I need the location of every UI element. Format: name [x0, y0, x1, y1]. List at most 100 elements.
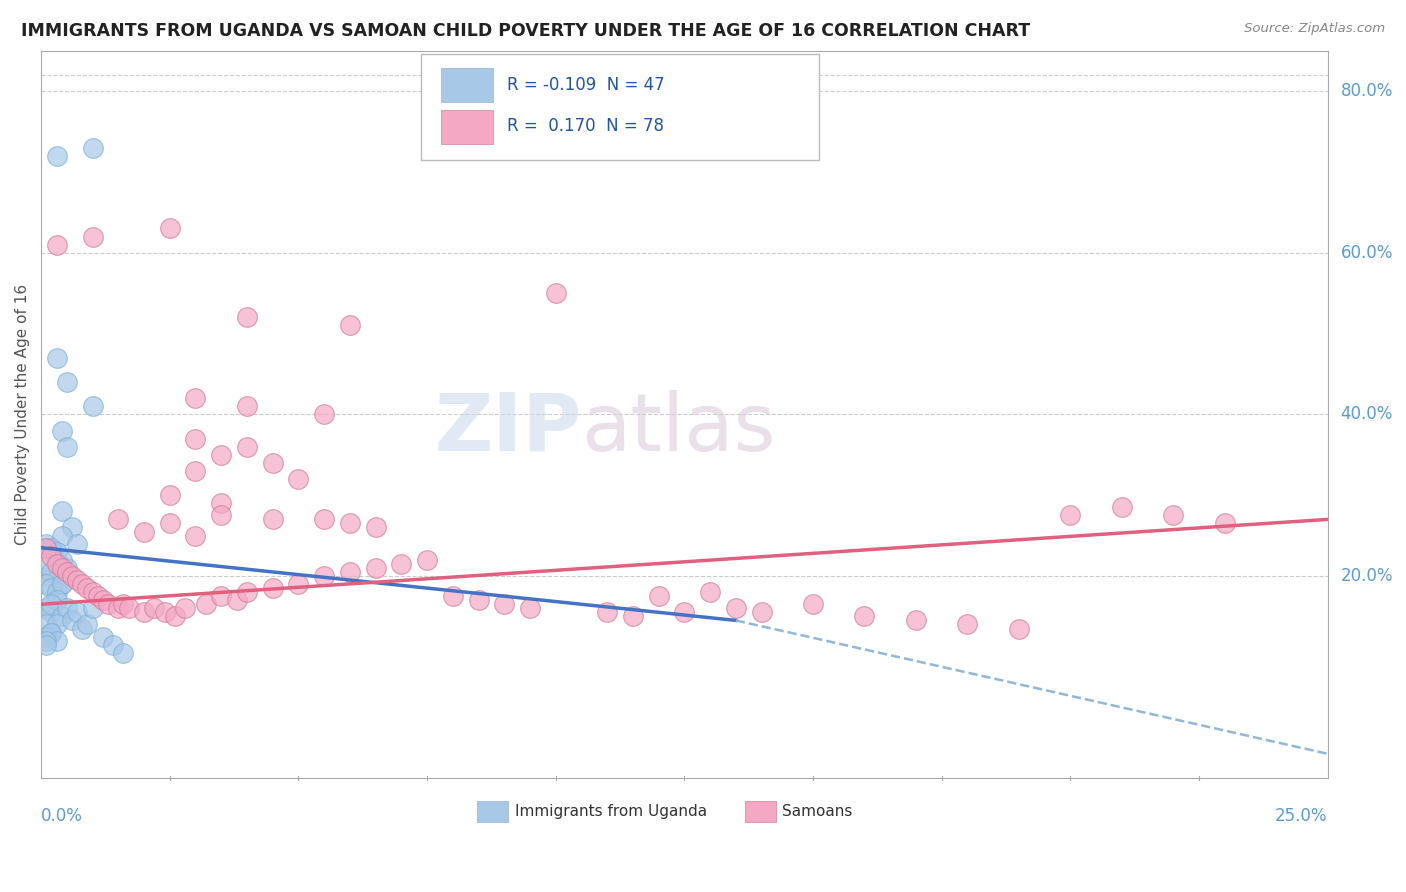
- Text: 20.0%: 20.0%: [1340, 567, 1393, 585]
- Text: 80.0%: 80.0%: [1340, 82, 1393, 100]
- Point: [673, 605, 696, 619]
- Point: [194, 597, 217, 611]
- Point: [236, 310, 259, 325]
- Point: [364, 561, 387, 575]
- Point: [159, 221, 181, 235]
- Point: [107, 512, 129, 526]
- Y-axis label: Child Poverty Under the Age of 16: Child Poverty Under the Age of 16: [15, 284, 30, 545]
- Point: [1213, 516, 1236, 531]
- Point: [1111, 500, 1133, 515]
- Point: [35, 601, 58, 615]
- Point: [314, 408, 336, 422]
- Point: [41, 625, 63, 640]
- Point: [132, 605, 155, 619]
- Point: [91, 593, 114, 607]
- Point: [35, 638, 58, 652]
- Text: ZIP: ZIP: [434, 390, 582, 468]
- Point: [112, 646, 135, 660]
- Point: [82, 141, 104, 155]
- Text: R = -0.109  N = 47: R = -0.109 N = 47: [506, 76, 665, 94]
- Text: 0.0%: 0.0%: [41, 807, 83, 825]
- FancyBboxPatch shape: [420, 54, 820, 160]
- Point: [184, 528, 207, 542]
- Point: [91, 630, 114, 644]
- Point: [904, 614, 927, 628]
- Point: [51, 504, 73, 518]
- Point: [209, 496, 232, 510]
- Point: [441, 589, 464, 603]
- Point: [35, 541, 58, 555]
- Point: [51, 609, 73, 624]
- Point: [45, 633, 67, 648]
- Text: Source: ZipAtlas.com: Source: ZipAtlas.com: [1244, 22, 1385, 36]
- Text: 40.0%: 40.0%: [1340, 405, 1393, 424]
- Point: [153, 605, 176, 619]
- Point: [76, 617, 98, 632]
- Point: [35, 633, 58, 648]
- Point: [544, 286, 567, 301]
- Point: [339, 318, 361, 333]
- Point: [45, 149, 67, 163]
- FancyBboxPatch shape: [441, 110, 492, 144]
- Point: [35, 557, 58, 571]
- Point: [287, 577, 309, 591]
- Point: [82, 229, 104, 244]
- Point: [107, 601, 129, 615]
- Point: [853, 609, 876, 624]
- Point: [35, 577, 58, 591]
- Point: [132, 524, 155, 539]
- Point: [72, 577, 94, 591]
- Point: [225, 593, 247, 607]
- Point: [51, 424, 73, 438]
- Point: [56, 375, 79, 389]
- FancyBboxPatch shape: [745, 800, 776, 822]
- Point: [467, 593, 489, 607]
- Point: [647, 589, 669, 603]
- Point: [159, 516, 181, 531]
- Text: 25.0%: 25.0%: [1275, 807, 1327, 825]
- Point: [45, 237, 67, 252]
- Point: [751, 605, 773, 619]
- FancyBboxPatch shape: [441, 68, 492, 103]
- Point: [209, 448, 232, 462]
- Point: [184, 391, 207, 405]
- Point: [51, 561, 73, 575]
- Point: [60, 520, 83, 534]
- Point: [159, 488, 181, 502]
- Point: [287, 472, 309, 486]
- Point: [41, 569, 63, 583]
- Point: [45, 593, 67, 607]
- Point: [101, 638, 124, 652]
- Point: [45, 557, 67, 571]
- Point: [117, 601, 139, 615]
- Point: [494, 597, 516, 611]
- FancyBboxPatch shape: [477, 800, 508, 822]
- Point: [262, 581, 284, 595]
- Point: [956, 617, 979, 632]
- Point: [262, 456, 284, 470]
- Point: [56, 565, 79, 579]
- Point: [1008, 622, 1031, 636]
- Point: [314, 512, 336, 526]
- Point: [45, 553, 67, 567]
- Point: [416, 553, 439, 567]
- Text: atlas: atlas: [582, 390, 776, 468]
- Point: [41, 597, 63, 611]
- Point: [236, 585, 259, 599]
- Point: [621, 609, 644, 624]
- Point: [1059, 508, 1081, 523]
- Point: [60, 569, 83, 583]
- Point: [174, 601, 197, 615]
- Point: [1161, 508, 1184, 523]
- Point: [56, 601, 79, 615]
- Point: [143, 601, 166, 615]
- Point: [389, 557, 412, 571]
- Point: [41, 625, 63, 640]
- Text: IMMIGRANTS FROM UGANDA VS SAMOAN CHILD POVERTY UNDER THE AGE OF 16 CORRELATION C: IMMIGRANTS FROM UGANDA VS SAMOAN CHILD P…: [21, 22, 1031, 40]
- Text: R =  0.170  N = 78: R = 0.170 N = 78: [506, 118, 664, 136]
- Text: Immigrants from Uganda: Immigrants from Uganda: [515, 804, 707, 819]
- Point: [45, 545, 67, 559]
- Point: [72, 622, 94, 636]
- Point: [66, 536, 89, 550]
- Point: [35, 536, 58, 550]
